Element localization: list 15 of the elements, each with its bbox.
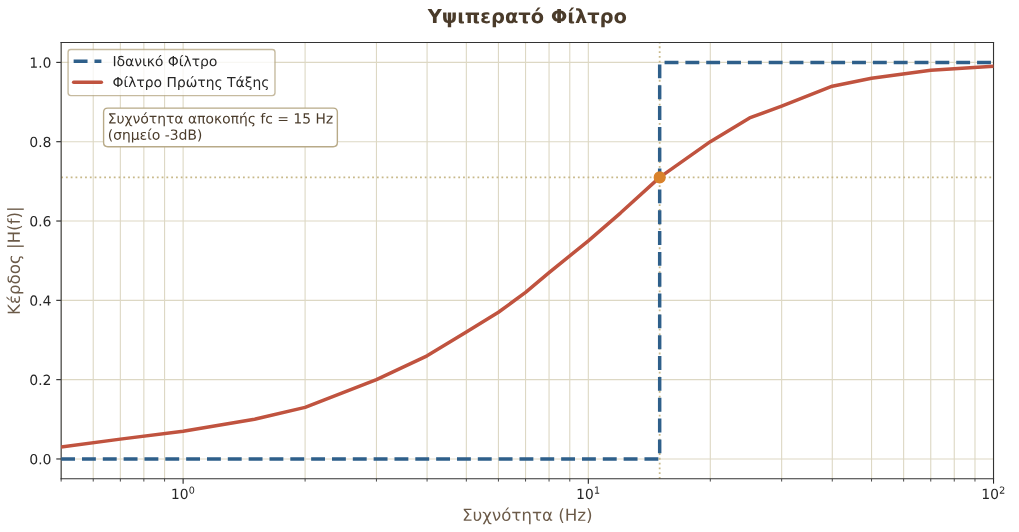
chart-title: Υψιπερατό Φίλτρο <box>427 7 627 28</box>
x-axis-title: Συχνότητα (Hz) <box>463 507 592 525</box>
y-axis-title: Κέρδος |H(f)| <box>6 208 24 314</box>
y-tick-label: 0.0 <box>30 453 51 465</box>
y-tick-label: 1.0 <box>30 57 51 68</box>
x-tick-label: 10$^{0}$ <box>172 486 195 500</box>
legend-label: Φίλτρο Πρώτης Τάξης <box>113 76 269 91</box>
y-tick-label: 0.4 <box>30 295 51 306</box>
y-tick-label: 0.8 <box>30 136 51 148</box>
y-tick-label: 0.6 <box>30 215 51 227</box>
x-tick-label: 10$^{1}$ <box>577 486 600 500</box>
y-tick-label: 0.2 <box>30 374 51 386</box>
legend-label: Ιδανικό Φίλτρο <box>113 55 217 70</box>
annotation: Συχνότητα αποκοπής fc = 15 Hz (σημείο -3dB) <box>108 112 333 143</box>
x-tick-label: 10$^{2}$ <box>982 486 1005 500</box>
